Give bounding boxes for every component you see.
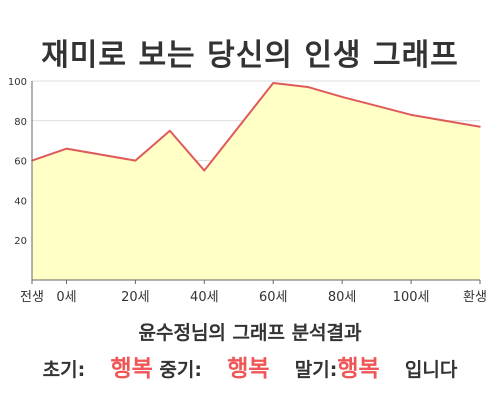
series-area-0 [32,82,480,281]
data-point-3 [169,129,171,132]
ending-text: 입니다 [404,359,458,381]
analysis-heading: 윤수정님의 그래프 분석결과 [138,322,362,344]
mid-value: 행복 [227,356,270,382]
y-tick-label-80: 80 [14,117,27,128]
x-tick-label-4: 60세 [259,290,288,305]
late-label: 말기: [294,359,338,381]
data-point-1 [65,147,68,150]
data-point-8 [410,114,412,116]
y-tick-label-100: 100 [8,77,27,88]
x-tick-label-0: 전생 [20,290,44,305]
data-point-6 [306,86,309,88]
data-point-5 [272,82,275,84]
y-tick-label-20: 20 [14,236,27,247]
x-tick-label-3: 40세 [190,290,219,305]
mid-label: 중기: [159,359,202,381]
x-tick-label-2: 20세 [121,290,150,305]
label-layer: 20 40 60 80 100 전생 0세 20세 40세 60세 80세 100세 환생 [8,77,487,305]
chart-title: 재미로 보는 당신의 인생 그래프 [41,38,459,73]
x-tick-label-7: 환생 [463,290,487,305]
y-tick-label-60: 60 [14,157,27,168]
data-point-9 [479,125,481,128]
data-point-7 [341,96,343,98]
axis-layer [31,81,481,284]
x-tick-label-5: 80세 [328,290,357,305]
x-tick-label-1: 0세 [56,290,76,305]
analysis-result: 초기: 행복 중기: 행복 말기:행복 입니다 [0,349,500,383]
late-value: 행복 [337,356,380,382]
early-label: 초기: [42,359,86,381]
series-line-0 [31,81,481,172]
data-point-2 [134,159,137,162]
early-value: 행복 [110,356,153,382]
data-point-4 [203,169,206,172]
x-tick-label-6: 100세 [393,290,430,305]
y-tick-label-40: 40 [14,196,27,207]
